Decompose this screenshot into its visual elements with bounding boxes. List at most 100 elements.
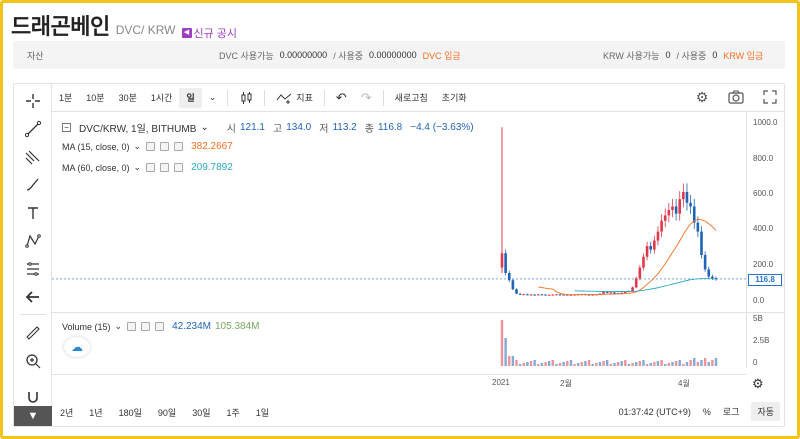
volume-bar <box>580 362 583 366</box>
pattern-icon[interactable] <box>22 230 44 252</box>
candle-body <box>649 246 653 250</box>
close-icon[interactable] <box>155 322 165 331</box>
interval-1m[interactable]: 1분 <box>59 93 73 103</box>
prediction-icon[interactable] <box>22 258 44 280</box>
log-toggle[interactable]: 로그 <box>722 407 740 417</box>
volume-bar <box>558 363 562 366</box>
candle-body <box>638 267 642 279</box>
range-1w[interactable]: 1주 <box>226 407 240 418</box>
pane-divider[interactable] <box>52 312 784 313</box>
candle-body <box>667 210 671 216</box>
magnet-icon[interactable] <box>22 386 44 408</box>
volume-bar <box>711 360 714 366</box>
settings-icon[interactable] <box>160 163 170 172</box>
indicator-button[interactable]: 지표 <box>269 88 320 108</box>
range-1y[interactable]: 1년 <box>89 407 103 418</box>
refresh-button[interactable]: 새로고침 <box>394 93 428 103</box>
candle-body <box>685 192 689 203</box>
text-icon[interactable] <box>22 202 44 224</box>
eye-icon[interactable] <box>146 163 156 172</box>
back-arrow-icon[interactable] <box>22 286 44 308</box>
candle-body <box>653 240 656 250</box>
candle-body <box>682 192 685 200</box>
chevron-down-icon[interactable]: ⌄ <box>133 141 142 151</box>
volume-bar <box>533 360 536 366</box>
chevron-down-icon[interactable]: ⌄ <box>208 92 217 102</box>
time-axis[interactable]: 2021 2월 4월 <box>52 374 746 388</box>
volume-bar <box>714 358 718 366</box>
cloud-icon[interactable]: ☁ <box>64 337 90 357</box>
settings-icon[interactable] <box>141 322 151 331</box>
candle-body <box>587 294 591 296</box>
interval-1d[interactable]: 일 <box>179 87 202 108</box>
ma60-label: MA (60, close, 0) <box>62 162 130 173</box>
eye-icon[interactable] <box>146 142 156 151</box>
candle-body <box>540 294 544 296</box>
redo-icon[interactable]: ↷ <box>360 89 372 105</box>
time-tick: 4월 <box>678 379 690 388</box>
interval-10m[interactable]: 10분 <box>86 93 105 103</box>
camera-icon[interactable] <box>728 88 744 106</box>
volume-bar <box>566 361 569 366</box>
krw-deposit-link[interactable]: KRW 입금 <box>723 50 764 61</box>
zoom-in-icon[interactable] <box>22 350 44 372</box>
clock[interactable]: 01:37:42 (UTC+9) <box>618 406 691 417</box>
range-30d[interactable]: 30일 <box>192 407 211 418</box>
undo-icon[interactable]: ↶ <box>335 89 347 105</box>
range-180d[interactable]: 180일 <box>118 407 142 418</box>
volume-bar <box>685 362 689 366</box>
eye-icon[interactable] <box>127 322 137 331</box>
percent-toggle[interactable]: % <box>702 406 711 417</box>
asset-label: 자산 <box>27 50 44 61</box>
crosshair-icon[interactable] <box>22 90 44 112</box>
candle-body <box>678 199 682 214</box>
ma15-line <box>538 218 717 296</box>
candle-body <box>544 294 547 296</box>
close-icon[interactable] <box>174 163 184 172</box>
toolbar-divider <box>323 89 325 106</box>
candle-body <box>711 276 714 279</box>
volume-bar <box>500 320 504 366</box>
price-axis[interactable]: 1000.0 800.0 600.0 400.0 200.0 0.0 116.8… <box>746 112 784 368</box>
chevron-down-icon[interactable]: ▼ <box>14 406 52 426</box>
range-90d[interactable]: 90일 <box>157 407 177 418</box>
brush-icon[interactable] <box>22 174 44 196</box>
gear-icon[interactable]: ⚙ <box>695 88 709 105</box>
volume-bar <box>511 356 515 366</box>
volume-bar <box>649 363 652 366</box>
notice-link[interactable]: ◀ 신규 공시 <box>181 25 237 41</box>
fib-icon[interactable] <box>22 146 44 168</box>
interval-1h[interactable]: 1시간 <box>150 93 173 103</box>
volume-bar <box>624 360 627 366</box>
chevron-down-icon[interactable]: ⌄ <box>114 321 123 331</box>
volume-bar <box>631 363 634 366</box>
candle-type-icon[interactable] <box>232 88 260 108</box>
fullscreen-icon[interactable] <box>762 88 778 106</box>
dvc-available-value: 0.00000000 <box>279 50 328 60</box>
settings-icon[interactable] <box>160 142 170 151</box>
gear-icon[interactable]: ⚙ <box>752 376 764 391</box>
interval-30m[interactable]: 30분 <box>118 93 137 103</box>
volume-bar <box>635 362 638 366</box>
dvc-deposit-link[interactable]: DVC 입금 <box>422 50 461 61</box>
close-icon[interactable] <box>174 142 184 151</box>
price-tick: 200.0 <box>753 260 774 269</box>
volume-bar <box>551 360 554 366</box>
candle-body <box>620 292 623 294</box>
price-chart[interactable] <box>52 112 746 368</box>
krw-in-use-value: 0 <box>712 50 718 60</box>
auto-toggle[interactable]: 자동 <box>751 402 780 421</box>
range-1d[interactable]: 1일 <box>255 407 270 418</box>
ruler-icon[interactable] <box>22 322 44 344</box>
chevron-down-icon[interactable]: ⌄ <box>133 162 142 172</box>
trendline-icon[interactable] <box>22 118 44 140</box>
megaphone-icon: ◀ <box>181 28 192 38</box>
volume-bar <box>645 364 649 366</box>
chevron-down-icon[interactable]: ⌄ <box>200 122 209 133</box>
collapse-icon[interactable]: − <box>62 123 71 132</box>
volume-bar <box>508 356 511 366</box>
range-2y[interactable]: 2년 <box>60 407 74 418</box>
tool-divider <box>20 314 46 315</box>
reset-button[interactable]: 초기화 <box>441 93 467 103</box>
